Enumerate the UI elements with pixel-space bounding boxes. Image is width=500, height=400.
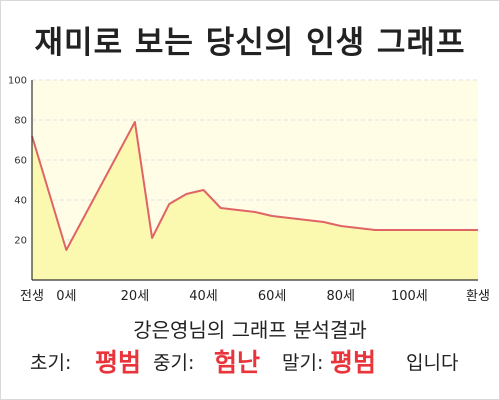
- y-tick-20: 20: [14, 236, 27, 247]
- x-tick-5: 80세: [327, 289, 356, 304]
- x-tick-0: 전생: [20, 289, 44, 304]
- x-tick-labels: 전생 0세 20세 40세 60세 80세 100세 환생: [20, 289, 490, 304]
- early-label: 초기:: [30, 352, 72, 374]
- x-tick-4: 60세: [258, 289, 287, 304]
- y-tick-60: 60: [14, 156, 27, 167]
- y-tick-100: 100: [8, 76, 27, 87]
- late-verdict: 평범: [330, 348, 377, 377]
- x-tick-6: 100세: [391, 289, 428, 304]
- ending-text: 입니다: [406, 352, 459, 374]
- series-line: [31, 121, 478, 251]
- late-label: 말기:: [282, 352, 324, 374]
- early-verdict: 평범: [95, 348, 142, 377]
- y-tick-labels: 20 40 60 80 100: [8, 76, 27, 247]
- x-tick-1: 0세: [56, 289, 76, 304]
- x-tick-2: 20세: [121, 289, 150, 304]
- y-tick-40: 40: [14, 196, 27, 207]
- area-fill: [32, 122, 478, 280]
- analysis-subtitle: 강은영님의 그래프 분석결과: [133, 318, 367, 342]
- page-title: 재미로 보는 당신의 인생 그래프: [34, 25, 466, 61]
- verdict-row: 초기: 평범 중기: 험난 말기: 평범 입니다: [0, 346, 500, 380]
- mid-verdict: 험난: [214, 348, 261, 377]
- y-tick-80: 80: [14, 116, 27, 127]
- x-tick-3: 40세: [189, 289, 218, 304]
- mid-label: 중기:: [153, 352, 195, 374]
- x-tick-7: 환생: [466, 289, 490, 304]
